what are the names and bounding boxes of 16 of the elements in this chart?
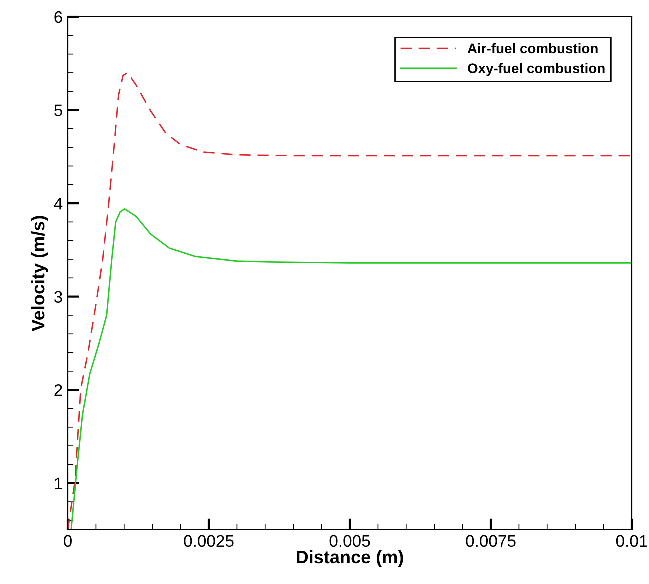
y-axis-title: Velocity (m/s): [31, 216, 48, 332]
line-series: [70, 208, 632, 530]
x-tick-label: 0.01: [616, 535, 648, 548]
x-axis-title: Distance (m): [297, 550, 404, 568]
x-tick-label: 0.005: [330, 535, 370, 548]
y-tick-label: 4: [54, 198, 63, 210]
y-tick-label: 5: [54, 104, 62, 116]
x-tick-label: 0.0075: [466, 535, 516, 548]
x-tick-label: 0: [64, 535, 72, 548]
legend-label: Oxy-fuel combustion: [468, 63, 605, 76]
y-tick-label: 6: [54, 11, 62, 24]
legend-label: Air-fuel combustion: [468, 43, 598, 54]
y-tick-label: 2: [54, 384, 62, 396]
x-tick-label: 0.0025: [184, 535, 234, 548]
y-tick-label: 3: [54, 291, 62, 304]
y-tick-label: 1: [55, 478, 62, 490]
